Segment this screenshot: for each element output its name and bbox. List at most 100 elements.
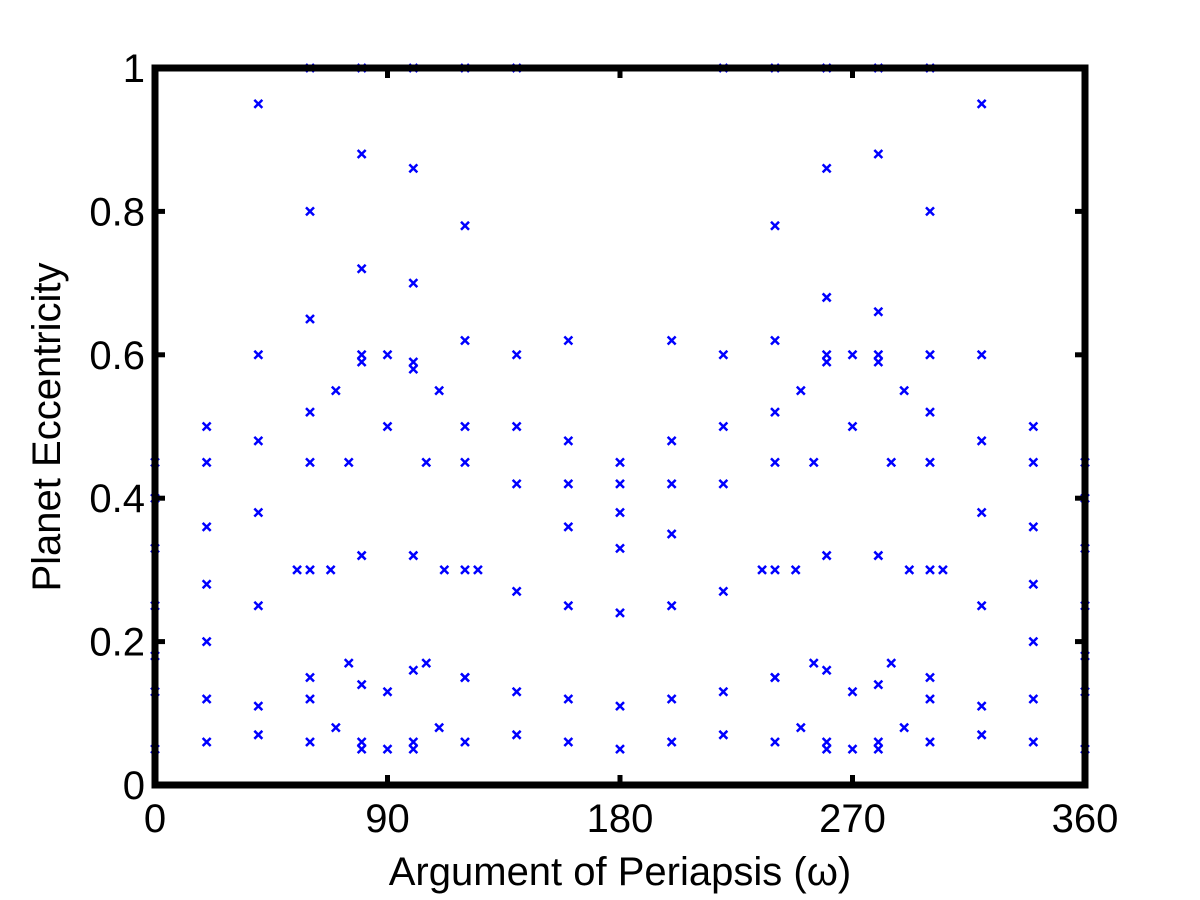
data-point bbox=[563, 435, 574, 446]
data-point bbox=[563, 600, 574, 611]
data-point bbox=[343, 457, 354, 468]
data-point bbox=[434, 385, 445, 396]
y-tick-label: 0 bbox=[123, 764, 145, 808]
x-tick-label: 180 bbox=[587, 797, 654, 841]
data-point bbox=[382, 421, 393, 432]
data-point bbox=[563, 335, 574, 346]
data-point bbox=[904, 565, 915, 575]
data-point bbox=[292, 565, 302, 575]
data-point bbox=[421, 457, 432, 468]
data-point bbox=[925, 457, 935, 468]
data-point bbox=[899, 385, 910, 396]
data-point bbox=[847, 421, 858, 432]
data-point bbox=[795, 385, 806, 396]
data-point bbox=[460, 457, 470, 468]
data-point bbox=[873, 349, 884, 360]
data-point bbox=[201, 521, 212, 532]
data-point bbox=[925, 206, 935, 217]
data-point bbox=[201, 737, 212, 747]
x-axis-label: Argument of Periapsis (ω) bbox=[389, 850, 852, 894]
data-point bbox=[821, 737, 832, 747]
data-point bbox=[382, 349, 393, 360]
data-point bbox=[847, 349, 858, 360]
data-point bbox=[821, 550, 832, 561]
data-point bbox=[666, 435, 677, 446]
data-point bbox=[511, 729, 522, 740]
data-point bbox=[408, 737, 419, 747]
data-point bbox=[460, 335, 470, 346]
data-point bbox=[563, 694, 574, 704]
data-point bbox=[873, 737, 884, 747]
data-point bbox=[460, 737, 470, 747]
data-point bbox=[666, 529, 677, 539]
data-point bbox=[460, 672, 470, 683]
data-point bbox=[305, 457, 315, 468]
data-point bbox=[253, 507, 264, 518]
data-point bbox=[615, 543, 625, 554]
data-point bbox=[1028, 579, 1039, 590]
data-point bbox=[382, 744, 393, 755]
y-tick-label: 1 bbox=[123, 47, 145, 91]
data-point bbox=[925, 565, 935, 575]
data-point bbox=[563, 737, 574, 747]
data-point bbox=[305, 672, 315, 683]
data-point bbox=[821, 349, 832, 360]
data-point bbox=[511, 349, 522, 360]
data-point bbox=[434, 722, 445, 733]
data-point bbox=[925, 349, 935, 360]
data-point bbox=[253, 729, 264, 740]
data-point bbox=[873, 744, 884, 755]
data-point bbox=[873, 357, 884, 367]
data-point bbox=[615, 701, 625, 712]
data-point bbox=[821, 292, 832, 303]
data-point bbox=[925, 672, 935, 683]
data-point bbox=[925, 694, 935, 704]
x-tick-label: 270 bbox=[819, 797, 886, 841]
data-point bbox=[615, 478, 625, 489]
data-point bbox=[770, 457, 780, 468]
data-point bbox=[718, 421, 729, 432]
data-point bbox=[821, 357, 832, 367]
data-point bbox=[666, 600, 677, 611]
x-tick-label: 360 bbox=[1052, 797, 1119, 841]
data-point bbox=[873, 550, 884, 561]
data-point bbox=[343, 658, 354, 668]
data-point bbox=[1028, 737, 1039, 747]
data-point bbox=[439, 565, 450, 575]
data-point bbox=[808, 658, 819, 668]
data-point bbox=[253, 435, 264, 446]
y-tick-label: 0.8 bbox=[89, 190, 145, 234]
data-point bbox=[938, 565, 948, 575]
data-point bbox=[899, 722, 910, 733]
data-point bbox=[330, 722, 341, 733]
data-point bbox=[1028, 457, 1039, 468]
data-point bbox=[873, 149, 884, 159]
x-tick-label: 0 bbox=[144, 797, 166, 841]
data-point bbox=[356, 357, 367, 367]
data-point bbox=[821, 665, 832, 676]
data-point bbox=[408, 665, 419, 676]
data-point bbox=[666, 694, 677, 704]
data-point bbox=[408, 357, 419, 367]
data-point bbox=[666, 737, 677, 747]
data-point bbox=[253, 349, 264, 360]
data-point bbox=[460, 220, 470, 231]
data-point bbox=[770, 737, 780, 747]
data-point bbox=[976, 507, 987, 518]
data-point bbox=[925, 737, 935, 747]
data-point bbox=[821, 163, 832, 174]
data-point bbox=[770, 672, 780, 683]
data-point bbox=[408, 364, 419, 375]
y-tick-label: 0.2 bbox=[89, 621, 145, 665]
data-point bbox=[511, 421, 522, 432]
data-point bbox=[511, 586, 522, 597]
data-point bbox=[330, 385, 341, 396]
data-point bbox=[976, 729, 987, 740]
data-point bbox=[808, 457, 819, 468]
data-point bbox=[718, 729, 729, 740]
data-point bbox=[563, 521, 574, 532]
data-point bbox=[873, 679, 884, 690]
data-point bbox=[305, 314, 315, 324]
data-point bbox=[325, 565, 336, 575]
